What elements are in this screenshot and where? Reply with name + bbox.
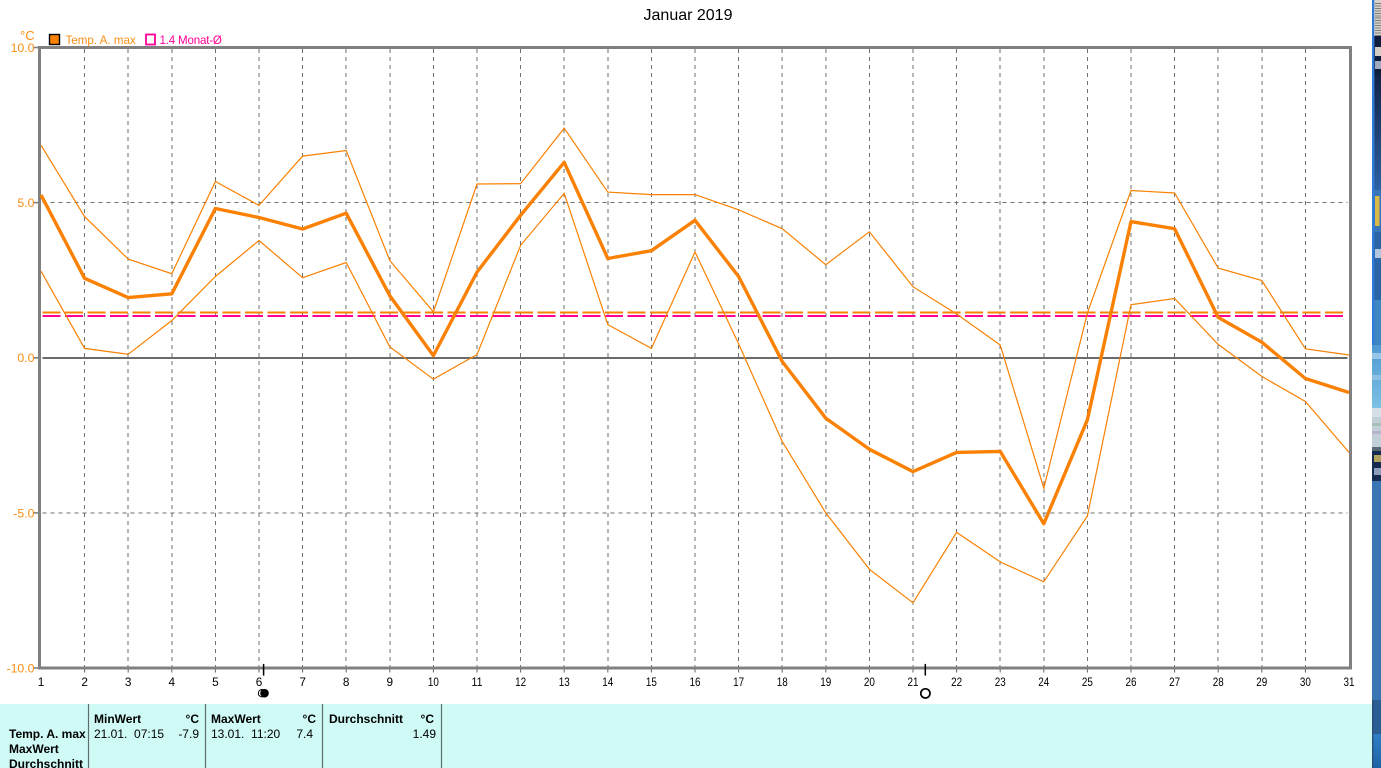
svg-text:°C: °C [421,712,435,726]
svg-text:0.0: 0.0 [17,351,34,365]
svg-text:Temp. A. max: Temp. A. max [66,34,136,47]
svg-text:16: 16 [690,675,701,689]
svg-text:7.4: 7.4 [296,727,313,741]
svg-text:18: 18 [777,675,788,689]
svg-text:-7.9: -7.9 [178,727,199,741]
svg-text:29: 29 [1256,675,1267,689]
svg-text:Durchschnitt: Durchschnitt [329,712,403,726]
svg-text:4: 4 [169,675,176,689]
svg-text:21: 21 [908,675,919,689]
svg-text:12: 12 [515,675,526,689]
svg-text:1.49: 1.49 [413,727,437,741]
svg-text:20: 20 [864,675,875,689]
svg-text:13: 13 [559,675,570,689]
svg-text:Temp. A. max: Temp. A. max [9,727,86,741]
svg-text:1.4 Monat-Ø: 1.4 Monat-Ø [160,34,222,47]
svg-text:11: 11 [472,675,483,689]
svg-text:MaxWert: MaxWert [211,712,261,726]
svg-text:25: 25 [1082,675,1093,689]
svg-text:31: 31 [1344,675,1355,689]
svg-text:14: 14 [602,675,613,689]
svg-text:-10.0: -10.0 [6,661,34,675]
svg-text:10.0: 10.0 [11,41,35,55]
svg-text:27: 27 [1169,675,1180,689]
svg-text:5.0: 5.0 [17,196,34,210]
svg-text:9: 9 [387,675,394,689]
svg-text:2: 2 [81,675,88,689]
svg-text:MaxWert: MaxWert [9,742,59,756]
svg-text:24: 24 [1038,675,1049,689]
svg-text:Durchschnitt: Durchschnitt [9,757,83,768]
svg-text:19: 19 [820,675,831,689]
svg-text:8: 8 [343,675,350,689]
svg-text:26: 26 [1126,675,1137,689]
svg-text:15: 15 [646,675,657,689]
svg-text:30: 30 [1300,675,1311,689]
svg-text:21.01. 07:15: 21.01. 07:15 [94,727,164,741]
svg-text:5: 5 [212,675,219,689]
svg-text:22: 22 [951,675,962,689]
svg-text:°C: °C [303,712,317,726]
svg-text:13.01. 11:20: 13.01. 11:20 [211,727,280,741]
svg-text:MinWert: MinWert [94,712,141,726]
svg-text:7: 7 [299,675,306,689]
svg-text:1: 1 [38,675,45,689]
svg-text:6: 6 [256,675,263,689]
svg-text:Januar 2019: Januar 2019 [644,7,733,24]
svg-text:°C: °C [20,28,35,43]
svg-text:28: 28 [1213,675,1224,689]
svg-text:°C: °C [186,712,200,726]
svg-text:-5.0: -5.0 [13,506,34,520]
svg-text:3: 3 [125,675,132,689]
svg-text:10: 10 [428,675,439,689]
svg-text:23: 23 [995,675,1006,689]
svg-text:17: 17 [733,675,744,689]
